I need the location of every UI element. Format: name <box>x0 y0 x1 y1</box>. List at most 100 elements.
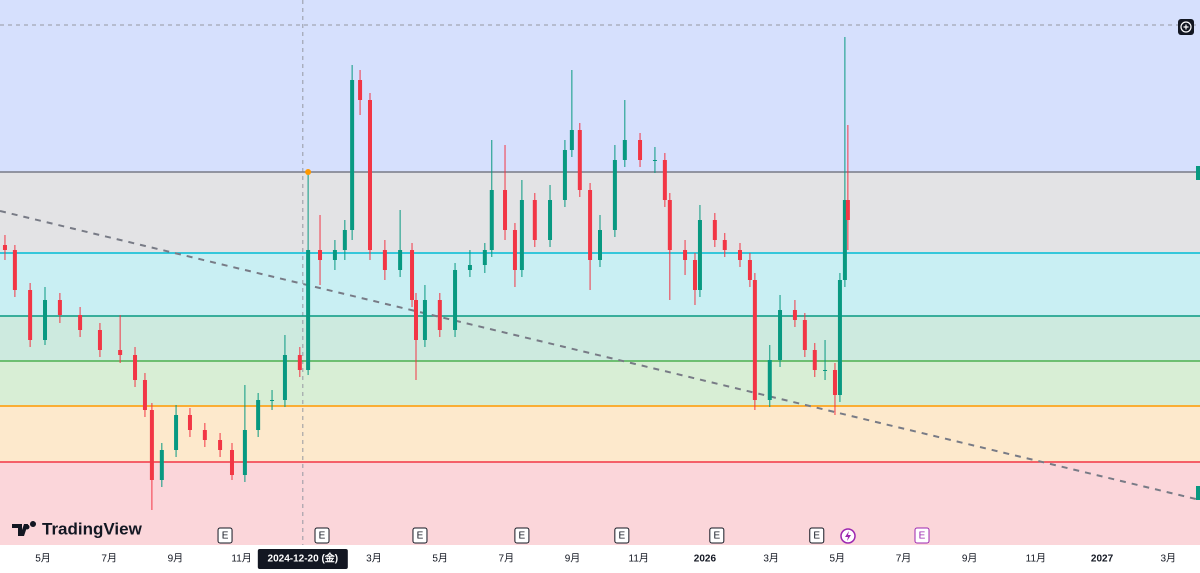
candle-body <box>43 300 48 340</box>
logo-icon <box>12 521 36 536</box>
candle-body <box>97 330 102 350</box>
candle-body <box>297 355 302 370</box>
candle-body <box>532 200 537 240</box>
candle-body <box>598 230 602 260</box>
candle-body <box>832 370 837 395</box>
price-tag <box>1196 166 1200 180</box>
event-marker <box>514 527 530 544</box>
x-tick-label: 9月 <box>565 553 581 565</box>
plot-area <box>0 0 1200 545</box>
candle-body <box>692 260 697 290</box>
candle-body <box>78 315 83 330</box>
x-tick-label: 9月 <box>168 553 184 565</box>
x-tick-label: 3月 <box>1160 553 1176 565</box>
event-label: E <box>222 531 229 542</box>
candle-body <box>588 190 593 260</box>
candle-body <box>342 230 347 250</box>
event-label: E <box>713 531 720 542</box>
zoom-button-plus <box>1183 24 1189 30</box>
candle-body <box>747 260 752 280</box>
candle-body <box>512 230 517 270</box>
candle-body <box>667 200 672 250</box>
event-marker <box>412 527 428 544</box>
candle-body <box>778 310 783 360</box>
event-label: E <box>319 531 326 542</box>
candle-body <box>118 350 123 355</box>
event-marker <box>614 527 630 544</box>
candle-body <box>202 430 207 440</box>
fib-anchor <box>305 169 312 175</box>
candle-body <box>548 200 553 240</box>
candle-body <box>57 300 62 315</box>
candle-body <box>569 130 574 150</box>
candle-body <box>842 200 847 280</box>
candle-body <box>306 250 311 370</box>
candle-body <box>282 355 287 400</box>
candle-body <box>638 140 643 160</box>
overlay: E E E E E E E E 5月 7月 9月 11月 3月 5月 7月 9月 11月 2026 3月 5月 7月 9月… <box>12 19 1200 569</box>
candle-body <box>612 160 617 230</box>
x-tick-label: 7月 <box>896 553 912 565</box>
price-tag <box>1196 486 1200 500</box>
candle-body <box>133 355 138 380</box>
fib-zone <box>0 462 1200 545</box>
event-label: E <box>813 531 820 542</box>
fib-zone <box>0 361 1200 406</box>
candle-body <box>318 250 323 260</box>
candle-body <box>562 150 567 200</box>
zoom-button-ring <box>1180 21 1192 33</box>
candle-body <box>752 280 757 400</box>
candle-body <box>802 320 807 350</box>
candle-body <box>2 245 7 250</box>
x-tick-label: 3月 <box>366 553 382 565</box>
x-tick-label: 9月 <box>962 553 978 565</box>
x-tick-label: 5月 <box>35 553 51 565</box>
candle-body <box>503 190 508 230</box>
candle-body <box>367 100 372 250</box>
x-tick-label: 5月 <box>830 553 846 565</box>
candle-body <box>218 440 223 450</box>
candle-body <box>482 250 487 265</box>
fib-zone-top <box>0 0 1200 172</box>
event-marker <box>709 527 725 544</box>
candle-body <box>519 200 524 270</box>
candle-body <box>622 140 627 160</box>
candle-body <box>142 380 147 410</box>
candle-body <box>149 410 154 480</box>
candle-body <box>577 130 582 190</box>
candle-body <box>174 415 179 450</box>
candle-body <box>845 200 850 220</box>
event-label: E <box>619 531 626 542</box>
event-label: E <box>519 531 526 542</box>
candle-body <box>12 250 17 290</box>
candle-body <box>837 280 842 395</box>
x-tick-label: 11月 <box>629 553 649 565</box>
candle-body <box>792 310 797 320</box>
x-tick-label: 5月 <box>432 553 448 565</box>
event-label: E <box>417 531 424 542</box>
logo-text: TradingView <box>42 519 143 538</box>
trendline <box>0 210 1200 501</box>
event-marker <box>217 527 233 544</box>
time-axis <box>0 545 1200 573</box>
candle-body <box>652 160 657 161</box>
candle-body <box>722 240 727 250</box>
fib-zone <box>0 316 1200 361</box>
candle-body <box>332 250 337 260</box>
news-icon-bolt <box>845 531 851 541</box>
candle-body <box>437 300 442 330</box>
crosshair-label: 2024-12-20 (金) <box>268 552 339 565</box>
candle-body <box>28 290 33 340</box>
candle-body <box>823 370 828 371</box>
candle-body <box>350 80 355 230</box>
candle-body <box>662 160 667 200</box>
event-marker <box>914 527 930 544</box>
candle-body <box>767 360 772 400</box>
candle-body <box>187 415 192 430</box>
candle-body <box>489 190 494 250</box>
x-tick-label: 7月 <box>101 553 117 565</box>
candle-body <box>697 220 702 290</box>
candle-body <box>382 250 387 270</box>
candle-body <box>398 250 403 270</box>
